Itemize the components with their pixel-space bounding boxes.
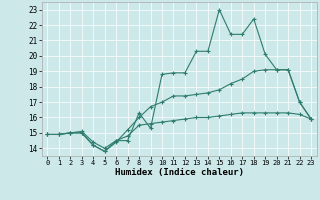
X-axis label: Humidex (Indice chaleur): Humidex (Indice chaleur) <box>115 168 244 177</box>
